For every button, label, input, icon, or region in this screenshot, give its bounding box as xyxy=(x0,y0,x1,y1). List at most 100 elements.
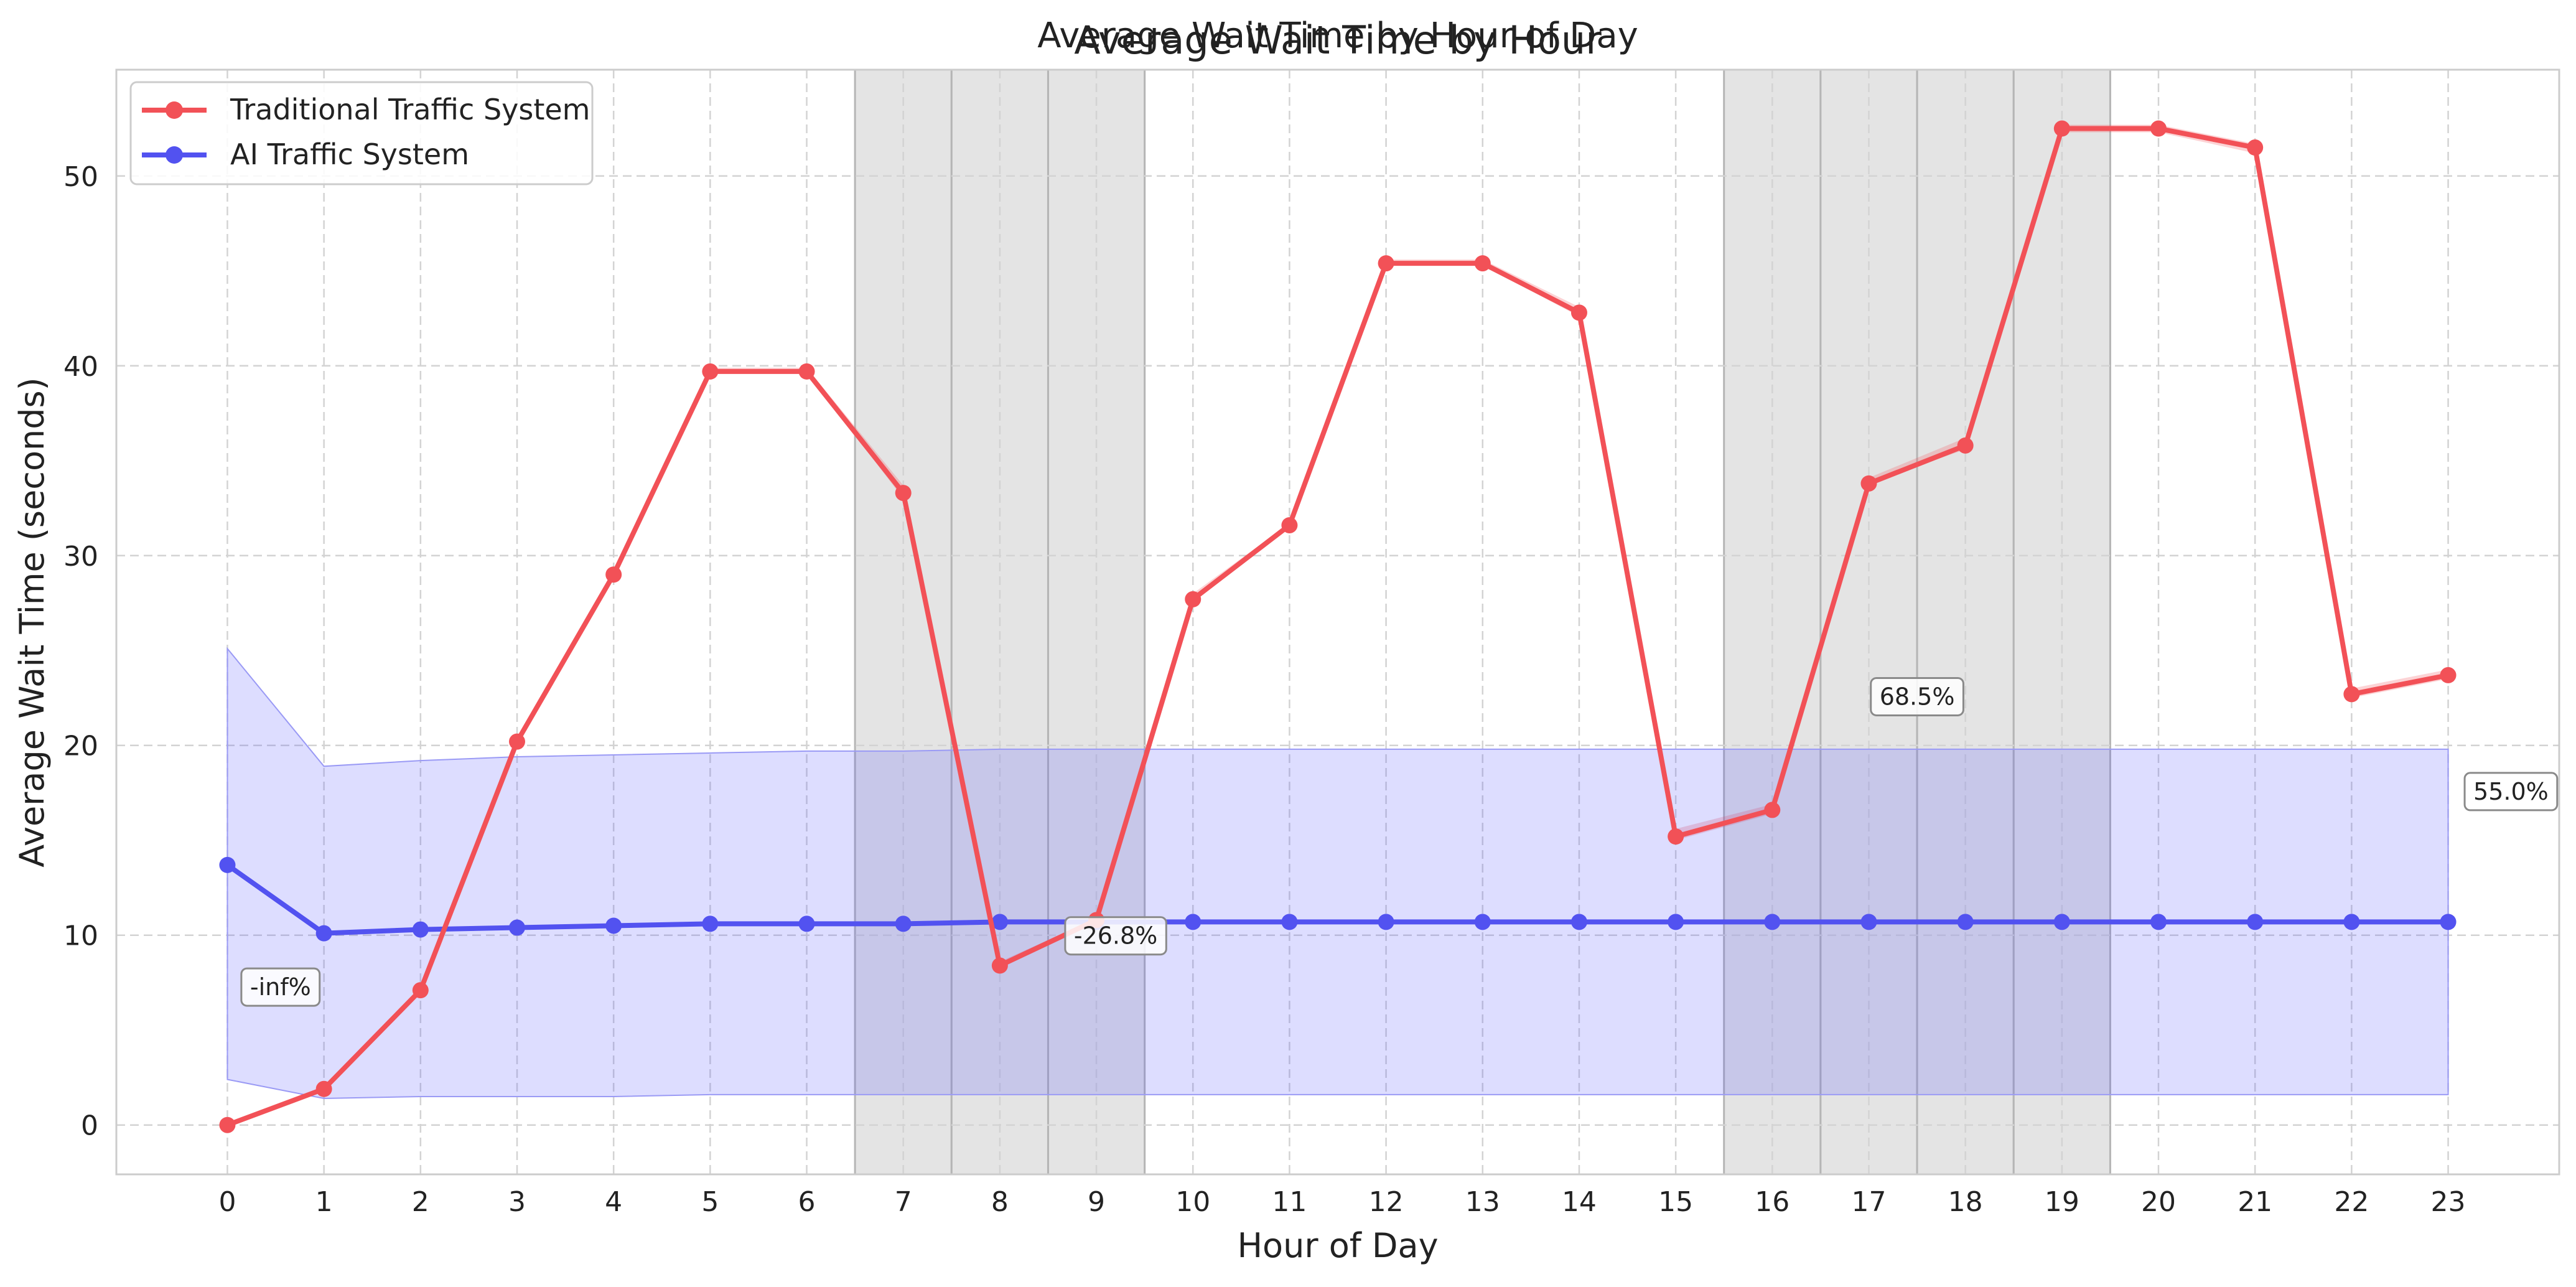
series-line-0 xyxy=(226,126,2449,1128)
series-1-point-17 xyxy=(1860,914,1877,930)
x-tick-label-5: 5 xyxy=(701,1186,719,1218)
x-tick-label-4: 4 xyxy=(605,1186,622,1218)
chart-title: Average Wait Time by Hour xyxy=(1074,17,1602,63)
series-1-point-22 xyxy=(2343,914,2360,930)
annotation-box-0 xyxy=(240,967,321,1007)
series-0-point-14 xyxy=(1570,304,1587,321)
series-1-point-13 xyxy=(1474,914,1491,930)
series-1-point-23 xyxy=(2440,914,2457,930)
x-tick-label-14: 14 xyxy=(1562,1186,1597,1218)
legend-marker-ai xyxy=(166,146,183,164)
annotation-box-1 xyxy=(1064,916,1167,956)
series-0-point-3 xyxy=(508,733,525,750)
x-tick-label-7: 7 xyxy=(895,1186,912,1218)
series-1-point-2 xyxy=(412,921,429,938)
x-tick-label-2: 2 xyxy=(412,1186,429,1218)
x-tick-label-13: 13 xyxy=(1465,1186,1500,1218)
series-1-point-5 xyxy=(702,915,719,932)
x-tick-label-23: 23 xyxy=(2431,1186,2466,1218)
x-tick-label-18: 18 xyxy=(1948,1186,1983,1218)
legend-label-ai: AI Traffic System xyxy=(230,138,469,171)
x-tick-label-19: 19 xyxy=(2045,1186,2079,1218)
series-0-point-2 xyxy=(412,982,429,999)
y-tick-label-20: 20 xyxy=(63,731,98,762)
legend-box xyxy=(129,81,594,185)
grid-layer xyxy=(116,70,2559,1174)
x-tick-label-10: 10 xyxy=(1175,1186,1210,1218)
annotation-3: 55.0% xyxy=(2463,772,2559,812)
series-0-point-20 xyxy=(2150,120,2167,137)
series-band-1 xyxy=(226,647,2449,1100)
series-0-point-1 xyxy=(315,1080,332,1097)
series-1-point-18 xyxy=(1957,914,1974,930)
legend-label-traditional: Traditional Traffic System xyxy=(230,93,590,126)
x-tick-label-16: 16 xyxy=(1755,1186,1790,1218)
series-0-point-5 xyxy=(702,363,719,380)
series-1-point-11 xyxy=(1281,914,1298,930)
x-tick-label-8: 8 xyxy=(991,1186,1009,1218)
series-0-point-23 xyxy=(2440,667,2457,683)
series-0-point-16 xyxy=(1764,802,1781,818)
annotation-box-3 xyxy=(2463,772,2559,812)
annotation-label-2: 68.5% xyxy=(1880,683,1955,710)
series-1-point-8 xyxy=(991,914,1008,930)
legend: Traditional Traffic System AI Traffic Sy… xyxy=(129,81,594,185)
series-0-point-21 xyxy=(2247,139,2264,156)
legend-marker-traditional xyxy=(166,101,183,119)
series-0-point-17 xyxy=(1860,475,1877,492)
x-axis-label: Hour of Day xyxy=(1237,1226,1438,1265)
series-1-point-7 xyxy=(895,915,912,932)
series-1-point-21 xyxy=(2247,914,2264,930)
x-tick-label-9: 9 xyxy=(1088,1186,1105,1218)
series-1-point-10 xyxy=(1185,914,1202,930)
series-1-point-0 xyxy=(219,856,236,873)
y-tick-label-50: 50 xyxy=(63,161,98,193)
annotation-label-0: -inf% xyxy=(250,973,311,1001)
series-0-point-0 xyxy=(219,1116,236,1133)
series-1-point-15 xyxy=(1668,914,1684,930)
series-1-point-4 xyxy=(605,917,622,934)
series-1-point-1 xyxy=(315,925,332,942)
annotation-layer: -inf% -26.8% 68.5% 55.0% xyxy=(240,676,2559,1007)
series-0-point-19 xyxy=(2053,120,2070,137)
x-tick-label-15: 15 xyxy=(1658,1186,1693,1218)
series-0-point-15 xyxy=(1668,828,1684,845)
y-tick-label-10: 10 xyxy=(63,920,98,952)
series-0-point-7 xyxy=(895,485,912,502)
x-tick-label-11: 11 xyxy=(1272,1186,1307,1218)
series-0-point-22 xyxy=(2343,686,2360,703)
x-tick-label-21: 21 xyxy=(2238,1186,2272,1218)
annotation-box-2 xyxy=(1870,676,1964,716)
annotation-label-3: 55.0% xyxy=(2473,778,2549,805)
series-0-point-11 xyxy=(1281,517,1298,533)
x-tick-label-6: 6 xyxy=(798,1186,816,1218)
x-tick-label-3: 3 xyxy=(508,1186,526,1218)
series-1-point-3 xyxy=(508,919,525,936)
annotation-0: -inf% xyxy=(240,967,321,1007)
series-1-point-12 xyxy=(1378,914,1394,930)
series-0-point-12 xyxy=(1378,255,1394,272)
x-tick-label-0: 0 xyxy=(218,1186,236,1218)
annotation-label-1: -26.8% xyxy=(1074,922,1157,950)
series-0-point-10 xyxy=(1185,591,1202,607)
series-1-point-14 xyxy=(1570,914,1587,930)
tick-label-layer: 0 1 2 3 4 5 6 7 8 9 10 11 12 13 14 15 16 17 18 19 20 21 22 2301… xyxy=(63,161,2466,1218)
x-tick-label-20: 20 xyxy=(2141,1186,2176,1218)
x-tick-label-17: 17 xyxy=(1851,1186,1886,1218)
y-tick-label-40: 40 xyxy=(63,351,98,383)
series-1-point-6 xyxy=(798,915,815,932)
annotation-2: 68.5% xyxy=(1870,676,1964,716)
series-line-1 xyxy=(226,863,2448,936)
plot-area-frame xyxy=(115,68,2560,1176)
x-tick-label-12: 12 xyxy=(1369,1186,1404,1218)
series-1-point-20 xyxy=(2150,914,2167,930)
y-tick-label-30: 30 xyxy=(63,541,98,573)
x-tick-label-1: 1 xyxy=(315,1186,333,1218)
series-0-point-13 xyxy=(1474,255,1491,272)
x-tick-label-22: 22 xyxy=(2334,1186,2369,1218)
y-tick-label-0: 0 xyxy=(81,1110,98,1142)
series-1-point-19 xyxy=(2053,914,2070,930)
